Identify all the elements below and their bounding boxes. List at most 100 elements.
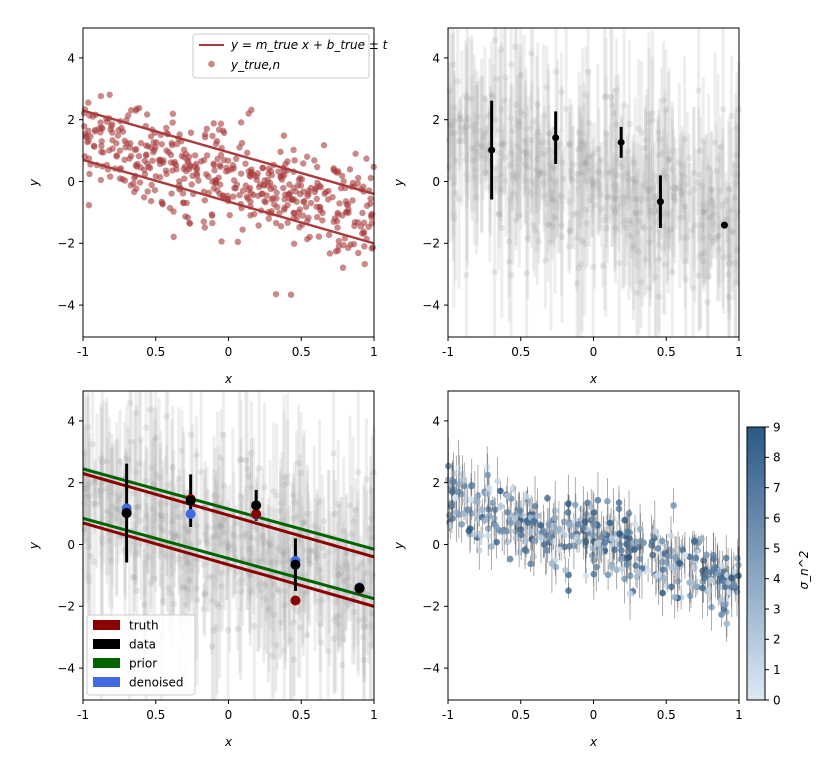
noisy-point: [279, 558, 286, 565]
y-ticks: −4 −2 0 2 4: [57, 414, 83, 676]
noisy-point: [282, 587, 289, 595]
noisy-point: [635, 248, 643, 255]
noisy-point: [352, 506, 359, 513]
colored-point: [491, 506, 499, 514]
noisy-point: [109, 503, 116, 510]
noisy-point: [655, 129, 662, 136]
colored-point: [503, 528, 510, 535]
noisy-point: [588, 177, 595, 184]
noisy-point: [538, 139, 545, 146]
noisy-point: [589, 184, 597, 191]
colored-point: [509, 485, 517, 492]
colored-point: [530, 553, 538, 560]
noisy-point: [577, 260, 585, 268]
true-point: [259, 164, 266, 172]
noisy-point: [465, 115, 472, 122]
noisy-point: [103, 508, 111, 515]
noisy-point: [264, 558, 271, 566]
noisy-point: [293, 512, 300, 520]
noisy-point: [558, 233, 566, 241]
noisy-point: [303, 510, 311, 518]
colorbar-tick-label: 1: [773, 663, 781, 677]
noisy-point: [527, 124, 535, 132]
noisy-point: [622, 224, 630, 232]
noisy-point: [665, 156, 672, 164]
data-point: [251, 500, 262, 511]
true-point: [85, 99, 92, 106]
true-point: [368, 220, 376, 227]
noisy-point: [284, 473, 291, 480]
noisy-point: [484, 112, 492, 120]
noisy-point: [297, 469, 305, 476]
x-tick-label: -1: [77, 345, 89, 359]
colored-point: [497, 487, 504, 495]
colored-point: [484, 532, 492, 540]
noisy-point: [542, 257, 549, 264]
noisy-point: [85, 573, 93, 580]
true-point: [114, 132, 122, 139]
noisy-point: [462, 124, 470, 131]
true-point: [97, 92, 105, 100]
true-point: [246, 184, 254, 192]
noisy-point: [257, 587, 265, 595]
colored-point: [621, 575, 628, 583]
noisy-point: [549, 189, 556, 196]
true-point: [100, 149, 107, 156]
noisy-point: [725, 271, 732, 278]
noisy-point: [219, 431, 227, 439]
noisy-point: [565, 242, 572, 250]
noisy-point: [565, 198, 573, 205]
noisy-point: [612, 209, 619, 217]
x-tick-label: 0.5: [657, 345, 676, 359]
noisy-point: [141, 559, 149, 566]
noisy-point: [344, 601, 352, 608]
noisy-point: [502, 154, 510, 161]
true-point: [265, 165, 272, 172]
true-point: [210, 185, 217, 192]
noisy-point: [722, 216, 730, 224]
noisy-point: [481, 155, 488, 162]
noisy-point: [695, 87, 702, 94]
noisy-point: [474, 154, 481, 162]
noisy-point: [98, 534, 105, 542]
noisy-point: [451, 130, 458, 137]
y-tick-label: 4: [432, 51, 440, 65]
colored-point: [631, 546, 638, 553]
colored-point: [606, 519, 614, 527]
noisy-point: [709, 203, 717, 210]
y-tick-label: 2: [67, 476, 75, 490]
true-point: [237, 119, 245, 126]
noisy-point: [574, 209, 581, 217]
noisy-point: [132, 409, 140, 416]
noisy-point: [651, 209, 658, 216]
true-point: [339, 264, 347, 271]
colored-point: [488, 543, 495, 550]
true-point: [277, 223, 285, 230]
y-tick-label: 4: [67, 51, 75, 65]
true-point: [187, 129, 195, 136]
noisy-point: [714, 233, 721, 240]
true-point: [254, 170, 261, 177]
true-point: [305, 214, 312, 222]
true-point: [266, 179, 274, 187]
colorbar-tick-label: 2: [773, 633, 781, 647]
noisy-point: [633, 289, 641, 296]
true-point: [203, 125, 210, 133]
noisy-point: [296, 624, 304, 631]
colored-point: [703, 551, 710, 559]
true-point: [270, 201, 278, 208]
y-tick-label: 2: [432, 113, 440, 127]
true-point: [299, 212, 307, 219]
true-point: [334, 247, 342, 254]
colored-point: [470, 530, 478, 538]
noisy-point: [613, 154, 620, 162]
noisy-point: [201, 589, 208, 597]
noisy-point: [217, 519, 224, 527]
noisy-point: [245, 473, 252, 480]
noisy-point: [247, 587, 254, 595]
noisy-point: [284, 566, 292, 573]
true-point: [184, 214, 192, 221]
noisy-point: [471, 165, 479, 173]
true-point: [287, 291, 295, 298]
noisy-point: [678, 186, 685, 194]
